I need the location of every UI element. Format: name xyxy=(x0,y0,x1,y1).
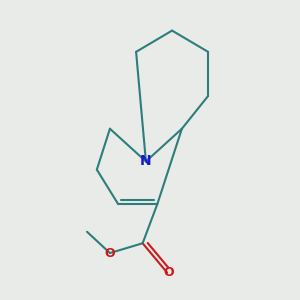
Text: O: O xyxy=(105,247,115,260)
Text: N: N xyxy=(140,154,152,169)
Text: O: O xyxy=(164,266,174,279)
